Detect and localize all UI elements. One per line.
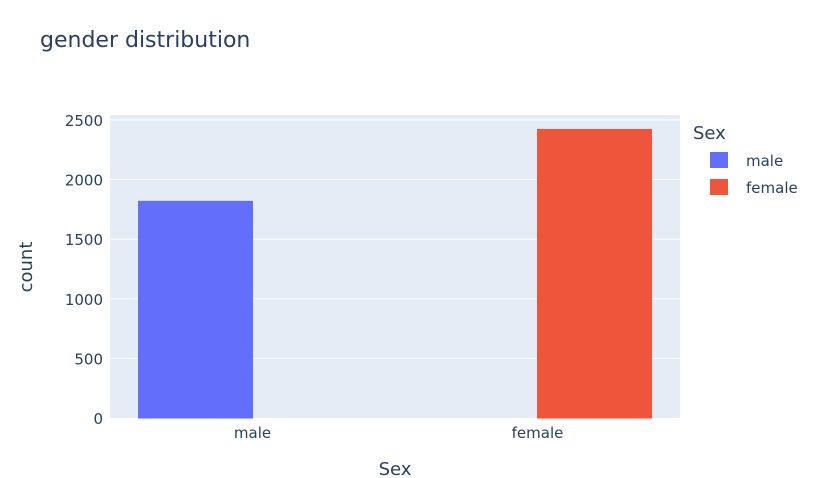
y-tick-label: 2000: [65, 172, 103, 190]
bar-female: [537, 128, 652, 419]
legend-swatch-female: [710, 179, 728, 195]
y-axis-label: count: [16, 242, 37, 293]
legend-title: Sex: [693, 123, 726, 144]
legend-label-female: female: [746, 179, 798, 197]
y-tick-label: 0: [93, 410, 103, 428]
y-tick-label: 500: [74, 350, 103, 368]
chart-title: gender distribution: [40, 28, 250, 53]
legend-label-male: male: [746, 152, 783, 170]
y-tick-label: 1500: [65, 231, 103, 249]
x-tick-label: female: [512, 424, 564, 442]
x-tick-label: male: [234, 424, 271, 442]
y-tick-label: 1000: [65, 291, 103, 309]
x-axis-label: Sex: [379, 459, 412, 478]
y-tick-label: 2500: [65, 112, 103, 130]
legend-swatch-male: [710, 152, 728, 168]
bar-male: [138, 200, 253, 419]
